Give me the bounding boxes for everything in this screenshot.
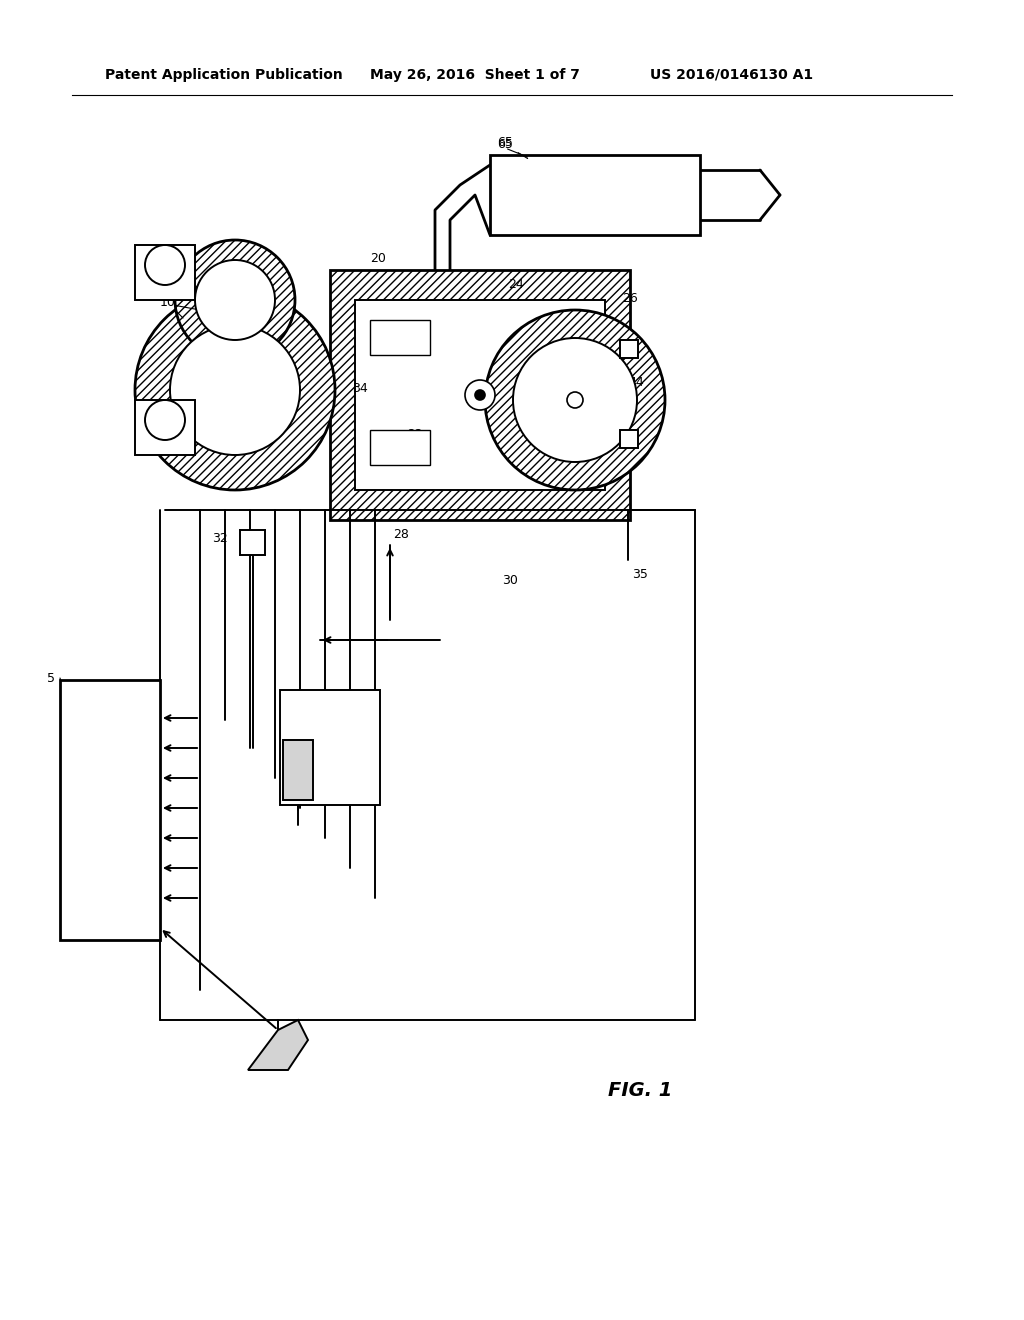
Text: 44: 44 [628,375,644,388]
Circle shape [145,246,185,285]
Circle shape [175,240,295,360]
Text: Patent Application Publication: Patent Application Publication [105,69,343,82]
Text: 34: 34 [352,381,368,395]
Text: 10: 10 [160,297,176,309]
Text: 65: 65 [497,136,513,149]
Bar [280,690,380,805]
Bar [330,271,630,520]
Text: 26: 26 [623,292,638,305]
Bar [620,430,638,447]
Bar [135,400,195,455]
Bar [135,246,195,300]
Circle shape [513,338,637,462]
Text: 12: 12 [174,363,189,376]
Text: 24: 24 [508,279,524,292]
Bar [370,430,430,465]
Circle shape [195,260,275,341]
Bar [240,531,265,554]
Bar [355,300,605,490]
Bar [60,680,160,940]
Bar [490,154,700,235]
Circle shape [145,400,185,440]
Text: 22: 22 [408,429,423,441]
Text: 32: 32 [212,532,228,544]
Text: 5: 5 [103,801,117,818]
Text: 35: 35 [632,569,648,582]
Text: May 26, 2016  Sheet 1 of 7: May 26, 2016 Sheet 1 of 7 [370,69,580,82]
Bar [283,741,313,800]
Bar [370,319,430,355]
Circle shape [567,392,583,408]
Circle shape [475,389,485,400]
Polygon shape [248,1020,308,1071]
Text: 20: 20 [370,252,386,264]
Text: 65: 65 [497,139,527,158]
Circle shape [465,380,495,411]
Text: FIG. 1: FIG. 1 [608,1081,672,1100]
Circle shape [170,325,300,455]
Circle shape [135,290,335,490]
Bar [330,271,630,520]
Text: 28: 28 [393,528,409,541]
Text: 5: 5 [47,672,55,685]
Bar [620,341,638,358]
Text: 30: 30 [502,573,518,586]
Circle shape [485,310,665,490]
Text: US 2016/0146130 A1: US 2016/0146130 A1 [650,69,813,82]
